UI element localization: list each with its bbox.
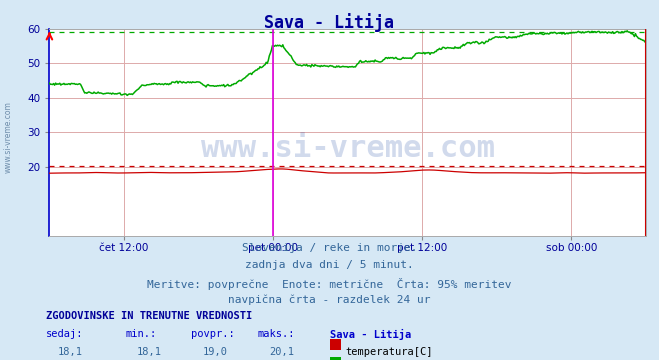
Text: Sava - Litija: Sava - Litija xyxy=(264,13,395,32)
Text: 19,0: 19,0 xyxy=(203,347,228,357)
Text: Slovenija / reke in morje.: Slovenija / reke in morje. xyxy=(242,243,417,253)
Text: Meritve: povprečne  Enote: metrične  Črta: 95% meritev: Meritve: povprečne Enote: metrične Črta:… xyxy=(147,278,512,289)
Text: 18,1: 18,1 xyxy=(137,347,162,357)
Text: temperatura[C]: temperatura[C] xyxy=(345,347,433,357)
Text: maks.:: maks.: xyxy=(257,329,295,339)
Text: 20,1: 20,1 xyxy=(269,347,294,357)
Text: www.si-vreme.com: www.si-vreme.com xyxy=(200,134,495,163)
Text: min.:: min.: xyxy=(125,329,156,339)
Text: Sava - Litija: Sava - Litija xyxy=(330,329,411,340)
Text: sedaj:: sedaj: xyxy=(46,329,84,339)
Text: zadnja dva dni / 5 minut.: zadnja dva dni / 5 minut. xyxy=(245,260,414,270)
Text: povpr.:: povpr.: xyxy=(191,329,235,339)
Text: ZGODOVINSKE IN TRENUTNE VREDNOSTI: ZGODOVINSKE IN TRENUTNE VREDNOSTI xyxy=(46,311,252,321)
Text: www.si-vreme.com: www.si-vreme.com xyxy=(3,101,13,173)
Text: navpična črta - razdelek 24 ur: navpična črta - razdelek 24 ur xyxy=(228,295,431,305)
Text: 18,1: 18,1 xyxy=(58,347,83,357)
